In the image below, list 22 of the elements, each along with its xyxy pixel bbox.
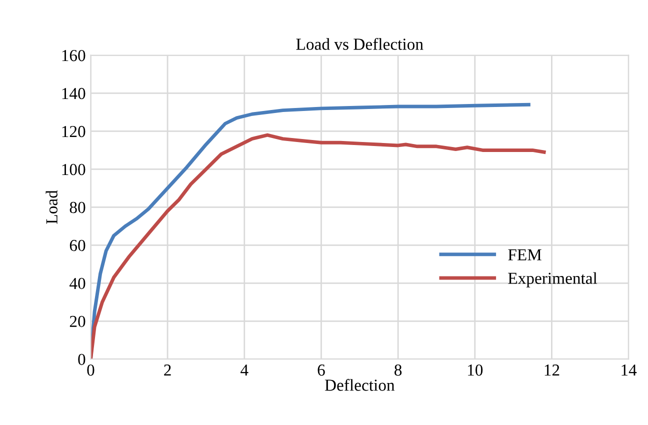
legend-label: Experimental bbox=[508, 272, 598, 288]
x-tick-label: 4 bbox=[240, 364, 248, 376]
y-tick-label: 20 bbox=[70, 316, 86, 328]
x-tick-label: 2 bbox=[164, 364, 171, 376]
x-tick-label: 6 bbox=[318, 364, 325, 376]
y-tick-label: 0 bbox=[78, 354, 86, 366]
y-tick-label: 140 bbox=[62, 88, 86, 100]
y-tick-label: 160 bbox=[62, 50, 86, 62]
x-tick-label: 0 bbox=[87, 364, 94, 376]
y-tick-label: 100 bbox=[62, 164, 86, 176]
y-tick-label: 40 bbox=[70, 278, 86, 290]
x-tick-label: 14 bbox=[622, 364, 637, 376]
y-tick-label: 80 bbox=[70, 202, 86, 214]
x-axis-title: Deflection bbox=[324, 378, 395, 391]
x-tick-label: 8 bbox=[394, 364, 402, 376]
legend-label: FEM bbox=[508, 249, 542, 260]
y-tick-label: 120 bbox=[62, 126, 86, 138]
y-axis-title: Load bbox=[46, 190, 58, 224]
x-tick-label: 12 bbox=[544, 364, 560, 376]
y-tick-label: 60 bbox=[70, 240, 86, 252]
x-tick-label: 10 bbox=[468, 364, 483, 376]
chart-title: Load vs Deflection bbox=[296, 38, 424, 50]
